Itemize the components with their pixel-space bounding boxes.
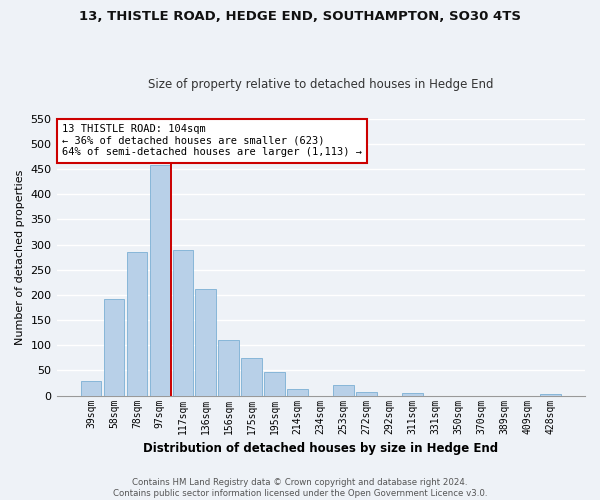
Bar [149, 166, 170, 396]
Bar [265, 372, 285, 396]
Bar [104, 299, 124, 396]
Bar [356, 392, 377, 396]
Bar [80, 380, 101, 396]
Y-axis label: Number of detached properties: Number of detached properties [15, 170, 25, 345]
Bar [540, 394, 561, 396]
Text: 13, THISTLE ROAD, HEDGE END, SOUTHAMPTON, SO30 4TS: 13, THISTLE ROAD, HEDGE END, SOUTHAMPTON… [79, 10, 521, 23]
Bar [334, 384, 354, 396]
Bar [218, 340, 239, 396]
Text: Contains HM Land Registry data © Crown copyright and database right 2024.
Contai: Contains HM Land Registry data © Crown c… [113, 478, 487, 498]
Bar [173, 250, 193, 396]
Bar [127, 252, 147, 396]
Text: 13 THISTLE ROAD: 104sqm
← 36% of detached houses are smaller (623)
64% of semi-d: 13 THISTLE ROAD: 104sqm ← 36% of detache… [62, 124, 362, 158]
Bar [241, 358, 262, 396]
X-axis label: Distribution of detached houses by size in Hedge End: Distribution of detached houses by size … [143, 442, 499, 455]
Bar [196, 289, 216, 396]
Title: Size of property relative to detached houses in Hedge End: Size of property relative to detached ho… [148, 78, 494, 91]
Bar [287, 389, 308, 396]
Bar [403, 393, 423, 396]
